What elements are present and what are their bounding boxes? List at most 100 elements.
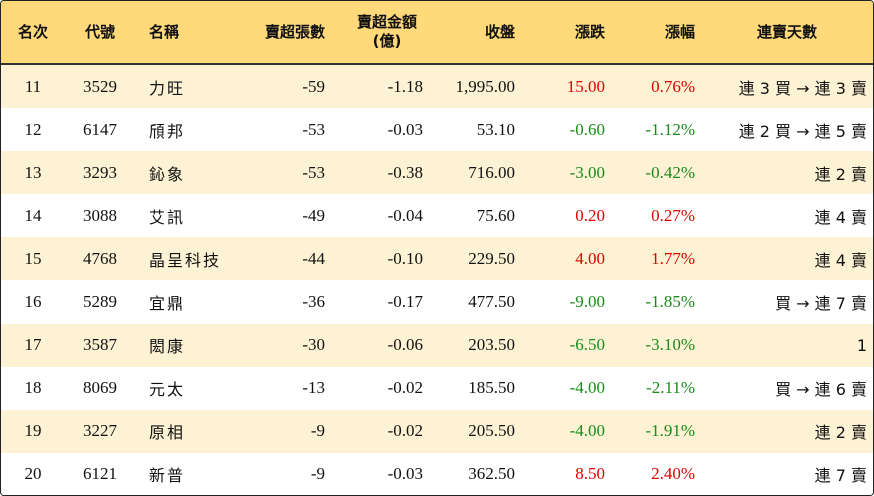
name-cell: 頎邦: [149, 121, 186, 141]
header-net-sell-amount: 賣超金額 (億): [331, 1, 429, 65]
rank-cell: 19: [24, 421, 42, 441]
code-cell: 3293: [83, 162, 117, 182]
change-cell: -0.60: [569, 119, 605, 139]
name-cell: 晶呈科技: [149, 250, 222, 270]
pct-cell: -1.91%: [645, 421, 695, 441]
pct-cell: -0.42%: [645, 162, 695, 182]
change-cell: 8.50: [575, 464, 605, 484]
name-cell: 艾訊: [149, 207, 186, 227]
change-cell: 15.00: [566, 76, 605, 96]
table-row: 18 8069 元太 -13 -0.02 185.50 -4.00 -2.11%…: [1, 366, 873, 410]
close-cell: 477.50: [468, 292, 515, 312]
net-sell-amount-cell: -0.03: [387, 464, 423, 484]
header-rank: 名次: [1, 1, 65, 65]
net-sell-lots-cell: -49: [302, 205, 325, 225]
code-cell: 6121: [83, 464, 117, 484]
net-sell-amount-cell: -0.02: [387, 378, 423, 398]
pct-cell: 2.40%: [651, 464, 695, 484]
header-code: 代號: [65, 1, 135, 65]
streak-cell: 買 → 連 7 賣: [775, 294, 867, 314]
net-sell-lots-cell: -53: [302, 119, 325, 139]
close-cell: 75.60: [476, 205, 515, 225]
header-pct: 漲幅: [611, 1, 701, 65]
net-sell-amount-cell: -0.17: [387, 292, 423, 312]
code-cell: 5289: [83, 292, 117, 312]
table-row: 11 3529 力旺 -59 -1.18 1,995.00 15.00 0.76…: [1, 64, 873, 109]
name-cell: 閎康: [149, 337, 186, 357]
pct-cell: 0.27%: [651, 205, 695, 225]
header-streak: 連賣天數: [701, 1, 873, 65]
name-cell: 元太: [149, 380, 186, 400]
table-row: 12 6147 頎邦 -53 -0.03 53.10 -0.60 -1.12% …: [1, 108, 873, 152]
rank-cell: 14: [24, 205, 42, 225]
streak-cell: 連 2 賣: [814, 423, 867, 443]
streak-cell: 連 3 買 → 連 3 賣: [738, 78, 867, 98]
header-net-sell-lots: 賣超張數: [231, 1, 331, 65]
net-sell-lots-cell: -9: [310, 421, 325, 441]
change-cell: -9.00: [569, 292, 605, 312]
change-cell: -3.00: [569, 162, 605, 182]
table-row: 14 3088 艾訊 -49 -0.04 75.60 0.20 0.27% 連 …: [1, 194, 873, 238]
name-cell: 新普: [149, 466, 186, 486]
close-cell: 716.00: [468, 162, 515, 182]
net-sell-lots-cell: -36: [302, 292, 325, 312]
header-name: 名稱: [135, 1, 231, 65]
net-sell-amount-cell: -1.18: [387, 76, 423, 96]
pct-cell: 1.77%: [651, 248, 695, 268]
net-sell-lots-cell: -44: [302, 248, 325, 268]
pct-cell: -2.11%: [646, 378, 695, 398]
rank-cell: 12: [24, 119, 42, 139]
table-body: 11 3529 力旺 -59 -1.18 1,995.00 15.00 0.76…: [1, 64, 873, 495]
pct-cell: -1.12%: [645, 119, 695, 139]
rank-cell: 16: [24, 292, 42, 312]
net-sell-amount-cell: -0.10: [387, 248, 423, 268]
net-sell-amount-cell: -0.04: [387, 205, 423, 225]
table-row: 20 6121 新普 -9 -0.03 362.50 8.50 2.40% 連 …: [1, 452, 873, 495]
name-cell: 力旺: [149, 78, 186, 98]
streak-cell: 連 7 賣: [814, 466, 867, 486]
name-cell: 宜鼎: [149, 294, 186, 314]
code-cell: 3227: [83, 421, 117, 441]
net-sell-lots-cell: -30: [302, 335, 325, 355]
close-cell: 205.50: [468, 421, 515, 441]
streak-cell: 買 → 連 6 賣: [775, 380, 867, 400]
header-change: 漲跌: [521, 1, 611, 65]
rank-cell: 17: [24, 335, 42, 355]
change-cell: 4.00: [575, 248, 605, 268]
streak-cell: 1: [856, 335, 867, 355]
pct-cell: -1.85%: [645, 292, 695, 312]
code-cell: 3529: [83, 76, 117, 96]
close-cell: 53.10: [476, 119, 515, 139]
code-cell: 4768: [83, 248, 117, 268]
table-row: 19 3227 原相 -9 -0.02 205.50 -4.00 -1.91% …: [1, 409, 873, 453]
table-row: 17 3587 閎康 -30 -0.06 203.50 -6.50 -3.10%…: [1, 323, 873, 367]
close-cell: 229.50: [468, 248, 515, 268]
name-cell: 原相: [149, 423, 186, 443]
net-sell-amount-cell: -0.02: [387, 421, 423, 441]
streak-cell: 連 4 賣: [814, 250, 867, 270]
name-cell: 鈊象: [149, 164, 186, 184]
close-cell: 203.50: [468, 335, 515, 355]
header-close: 收盤: [429, 1, 521, 65]
close-cell: 1,995.00: [455, 76, 516, 96]
rank-cell: 13: [24, 162, 42, 182]
code-cell: 3587: [83, 335, 117, 355]
rank-cell: 15: [24, 248, 42, 268]
pct-cell: -3.10%: [645, 335, 695, 355]
close-cell: 185.50: [468, 378, 515, 398]
net-sell-lots-cell: -59: [302, 76, 325, 96]
table-row: 16 5289 宜鼎 -36 -0.17 477.50 -9.00 -1.85%…: [1, 280, 873, 324]
change-cell: 0.20: [575, 205, 605, 225]
net-sell-amount-cell: -0.03: [387, 119, 423, 139]
streak-cell: 連 2 賣: [814, 164, 867, 184]
streak-cell: 連 2 買 → 連 5 賣: [738, 121, 867, 141]
change-cell: -6.50: [569, 335, 605, 355]
code-cell: 8069: [83, 378, 117, 398]
net-sell-amount-cell: -0.38: [387, 162, 423, 182]
change-cell: -4.00: [569, 378, 605, 398]
code-cell: 3088: [83, 205, 117, 225]
rank-cell: 18: [24, 378, 42, 398]
streak-cell: 連 4 賣: [814, 207, 867, 227]
